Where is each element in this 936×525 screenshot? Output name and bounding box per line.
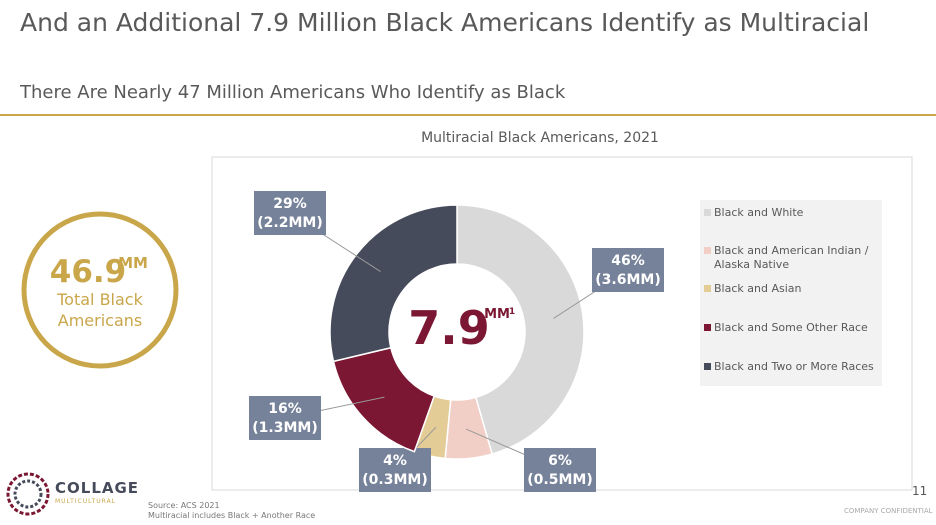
- data-sublabel: (0.5MM): [527, 472, 592, 488]
- slide-subtitle: There Are Nearly 47 Million Americans Wh…: [20, 82, 566, 103]
- label-box: [249, 396, 321, 440]
- legend-text: Black and Some Other Race: [714, 321, 868, 334]
- page-number: 11: [912, 484, 928, 498]
- label-box: [592, 248, 664, 292]
- legend-text: Black and American Indian / Alaska Nativ…: [714, 244, 869, 271]
- legend-swatch: [704, 209, 711, 216]
- legend-swatch: [704, 363, 711, 370]
- source-line: Multiracial includes Black + Another Rac…: [148, 511, 316, 520]
- divider: [0, 114, 936, 116]
- donut-slice: [329, 204, 458, 363]
- source: Source: ACS 2021 Multiracial includes Bl…: [148, 501, 315, 521]
- center-label: 7.9: [408, 301, 490, 355]
- donut-slice: [456, 204, 585, 455]
- data-label: 29%: [273, 196, 307, 212]
- data-sublabel: (0.3MM): [362, 472, 427, 488]
- callout-ring: [21, 211, 179, 369]
- callout-unit: MM: [118, 254, 148, 272]
- data-label: 16%: [268, 401, 302, 417]
- legend-text: Black and Asian: [714, 282, 802, 295]
- label-box: [254, 191, 326, 235]
- data-sublabel: (1.3MM): [252, 420, 317, 436]
- callout-number: 46.9: [50, 254, 127, 290]
- footer: COMPANY CONFIDENTIAL: [844, 507, 933, 515]
- source-line: Source: ACS 2021: [148, 501, 220, 510]
- legend-entry: Black and Some Other Race: [704, 321, 882, 335]
- logo-name: COLLAGE: [55, 479, 139, 497]
- slide-title: And an Additional 7.9 Million Black Amer…: [20, 8, 870, 37]
- label-box: [524, 448, 596, 492]
- callout-text: Total Black: [56, 290, 143, 309]
- legend: Black and White Black and American Indian…: [700, 200, 882, 386]
- legend-swatch: [704, 324, 711, 331]
- legend-entry: Black and American Indian / Alaska Nativ…: [704, 244, 882, 272]
- legend-entry: Black and White: [704, 206, 882, 220]
- data-sublabel: (3.6MM): [595, 272, 660, 288]
- logo-tagline: MULTICULTURAL: [55, 498, 116, 505]
- donut-slice: [332, 346, 436, 453]
- legend-entry: Black and Asian: [704, 282, 882, 296]
- data-label: 4%: [383, 453, 407, 469]
- legend-swatch: [704, 285, 711, 292]
- legend-text: Black and Two or More Races: [714, 360, 874, 373]
- label-box: [359, 448, 431, 492]
- data-label: 6%: [548, 453, 572, 469]
- logo: [6, 472, 50, 516]
- center-note: 1: [509, 307, 515, 317]
- chart-title: Multiracial Black Americans, 2021: [421, 130, 659, 146]
- callout-text: Americans: [58, 311, 142, 330]
- legend-entry: Black and Two or More Races: [704, 360, 882, 374]
- center-unit: MM: [484, 307, 510, 322]
- legend-swatch: [704, 247, 711, 254]
- data-label: 46%: [611, 253, 645, 269]
- data-sublabel: (2.2MM): [257, 215, 322, 231]
- legend-text: Black and White: [714, 206, 804, 219]
